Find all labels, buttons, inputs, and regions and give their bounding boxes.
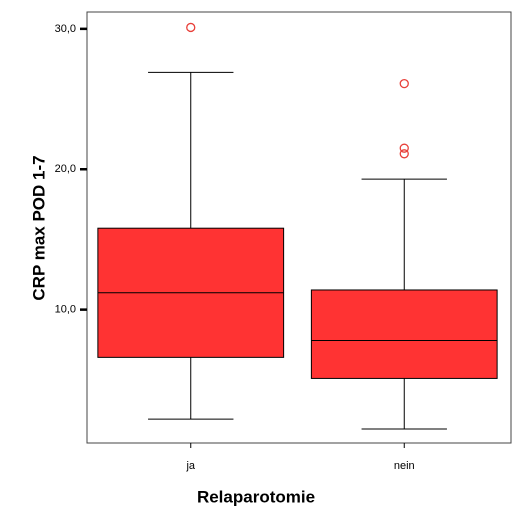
y-tick-label: 10,0 xyxy=(55,304,76,316)
box xyxy=(310,289,498,379)
plot-frame xyxy=(86,11,512,444)
y-tick-label: 20,0 xyxy=(55,163,76,175)
x-axis-title: Relaparotomie xyxy=(197,487,315,506)
outlier xyxy=(399,143,409,153)
x-tick-label: nein xyxy=(394,460,415,472)
outlier xyxy=(399,149,409,159)
y-tick-label: 30,0 xyxy=(55,23,76,35)
x-tick-label: ja xyxy=(185,460,195,472)
outlier xyxy=(186,22,196,33)
outlier xyxy=(399,78,409,89)
y-axis-title: CRP max POD 1-7 xyxy=(29,155,48,300)
